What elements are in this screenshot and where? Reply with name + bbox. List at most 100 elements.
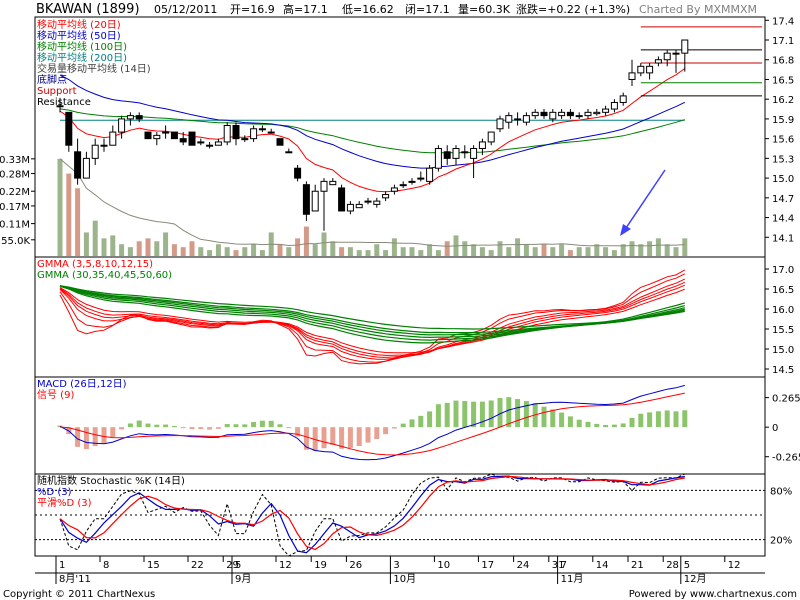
candle-body (602, 108, 610, 113)
copyright-label: Copyright © 2011 ChartNexus (3, 589, 155, 600)
month-label: 12月 (684, 573, 707, 585)
volume-y-label: 0.17M (0, 202, 30, 213)
candle-body (197, 141, 205, 144)
macd-histogram-bar (75, 427, 81, 447)
volume-bar (638, 244, 644, 256)
macd-histogram-bar (215, 427, 221, 429)
volume-bar (488, 250, 494, 256)
candle-body (672, 52, 680, 55)
macd-histogram-bar (523, 401, 529, 428)
volume-bar (664, 244, 670, 256)
volume-bar (462, 241, 468, 256)
macd-histogram-bar (471, 401, 477, 428)
volume-bar (479, 247, 485, 256)
macd-histogram-bar (673, 411, 679, 428)
volume-bar (189, 241, 195, 256)
macd-histogram-bar (488, 400, 494, 428)
volume-bar (347, 247, 353, 256)
gmma-short-line (59, 273, 686, 363)
price-y-label: 15.3 (772, 154, 794, 165)
candle-body (434, 148, 442, 169)
candle-body (382, 194, 390, 199)
volume-bar (383, 250, 389, 256)
macd-histogram-bar (251, 422, 257, 428)
volume-bar (259, 250, 265, 256)
gmma-y-label: 15.0 (772, 345, 794, 356)
gmma-y-label: 16.5 (772, 285, 794, 296)
macd-y-label: 0 (772, 423, 778, 434)
volume-y-label: 55.0K (1, 236, 30, 247)
candle-body (214, 141, 222, 146)
volume-bar (585, 247, 591, 256)
macd-histogram-bar (171, 426, 177, 428)
volume-bar (629, 241, 635, 256)
volume-bar (66, 173, 72, 256)
macd-histogram-bar (374, 427, 380, 440)
macd-histogram-bar (110, 427, 116, 438)
candle-body (531, 111, 539, 117)
volume-bar (673, 247, 679, 256)
volume-bar (215, 244, 221, 256)
macd-histogram-bar (620, 423, 626, 428)
candle-body (408, 180, 416, 183)
x-tick-label: 28 (666, 560, 679, 571)
x-tick-label: 22 (191, 560, 204, 571)
macd-histogram-bar (233, 424, 239, 428)
candle-body (135, 115, 143, 120)
volume-ma-line (59, 158, 685, 247)
candle-body (522, 115, 530, 123)
macd-histogram-bar (559, 412, 565, 428)
price-legend-item: Support (37, 86, 77, 97)
macd-histogram-bar (92, 427, 98, 447)
candle-body (223, 124, 231, 143)
macd-histogram-bar (655, 411, 661, 428)
macd-histogram-bar (268, 420, 274, 428)
candle-body (619, 95, 627, 103)
macd-histogram-bar (391, 427, 397, 429)
macd-histogram-bar (303, 427, 309, 450)
volume-bar (233, 250, 239, 256)
macd-histogram-bar (383, 427, 389, 435)
macd-histogram-bar (576, 419, 582, 428)
candle-body (364, 200, 372, 203)
volume-bar (303, 226, 309, 256)
stoch-y-label: 20% (770, 536, 792, 547)
high-label: 高=17.1 (283, 2, 328, 16)
stoch-y-label: 80% (770, 486, 792, 497)
macd-title-2: 信号 (9) (37, 389, 74, 401)
macd-histogram-bar (515, 399, 521, 428)
candle-body (593, 111, 601, 115)
volume-bar (550, 247, 556, 256)
candle-body (637, 65, 645, 74)
volume-bar (418, 250, 424, 256)
volume-bar (171, 244, 177, 256)
volume-bar (312, 244, 318, 256)
macd-histogram-bar (365, 427, 371, 443)
x-tick-label: 3 (393, 560, 399, 571)
month-label: 10月 (393, 573, 416, 585)
x-tick-label: 21 (631, 560, 644, 571)
candle-body (426, 167, 434, 182)
price-y-label: 16.8 (772, 56, 794, 67)
macd-histogram-bar (427, 411, 433, 428)
candle-body (478, 141, 486, 150)
candle-body (153, 134, 161, 140)
price-y-label: 14.1 (772, 233, 794, 244)
candle-body (179, 138, 187, 143)
macd-histogram-bar (321, 427, 327, 449)
macd-histogram-bar (154, 424, 160, 428)
price-legend-item: 移动平均线 (50日) (37, 29, 121, 42)
ma50-line (59, 74, 686, 169)
volume-bar (515, 238, 521, 256)
volume-bar (532, 247, 538, 256)
volume-bar (541, 244, 547, 256)
volume-bar (655, 238, 661, 256)
volume-bar (83, 232, 89, 256)
annotation-arrow (625, 169, 666, 229)
candle-body (399, 184, 407, 187)
macd-histogram-bar (550, 409, 556, 428)
macd-histogram-bar (207, 427, 213, 430)
volume-bar (198, 247, 204, 256)
